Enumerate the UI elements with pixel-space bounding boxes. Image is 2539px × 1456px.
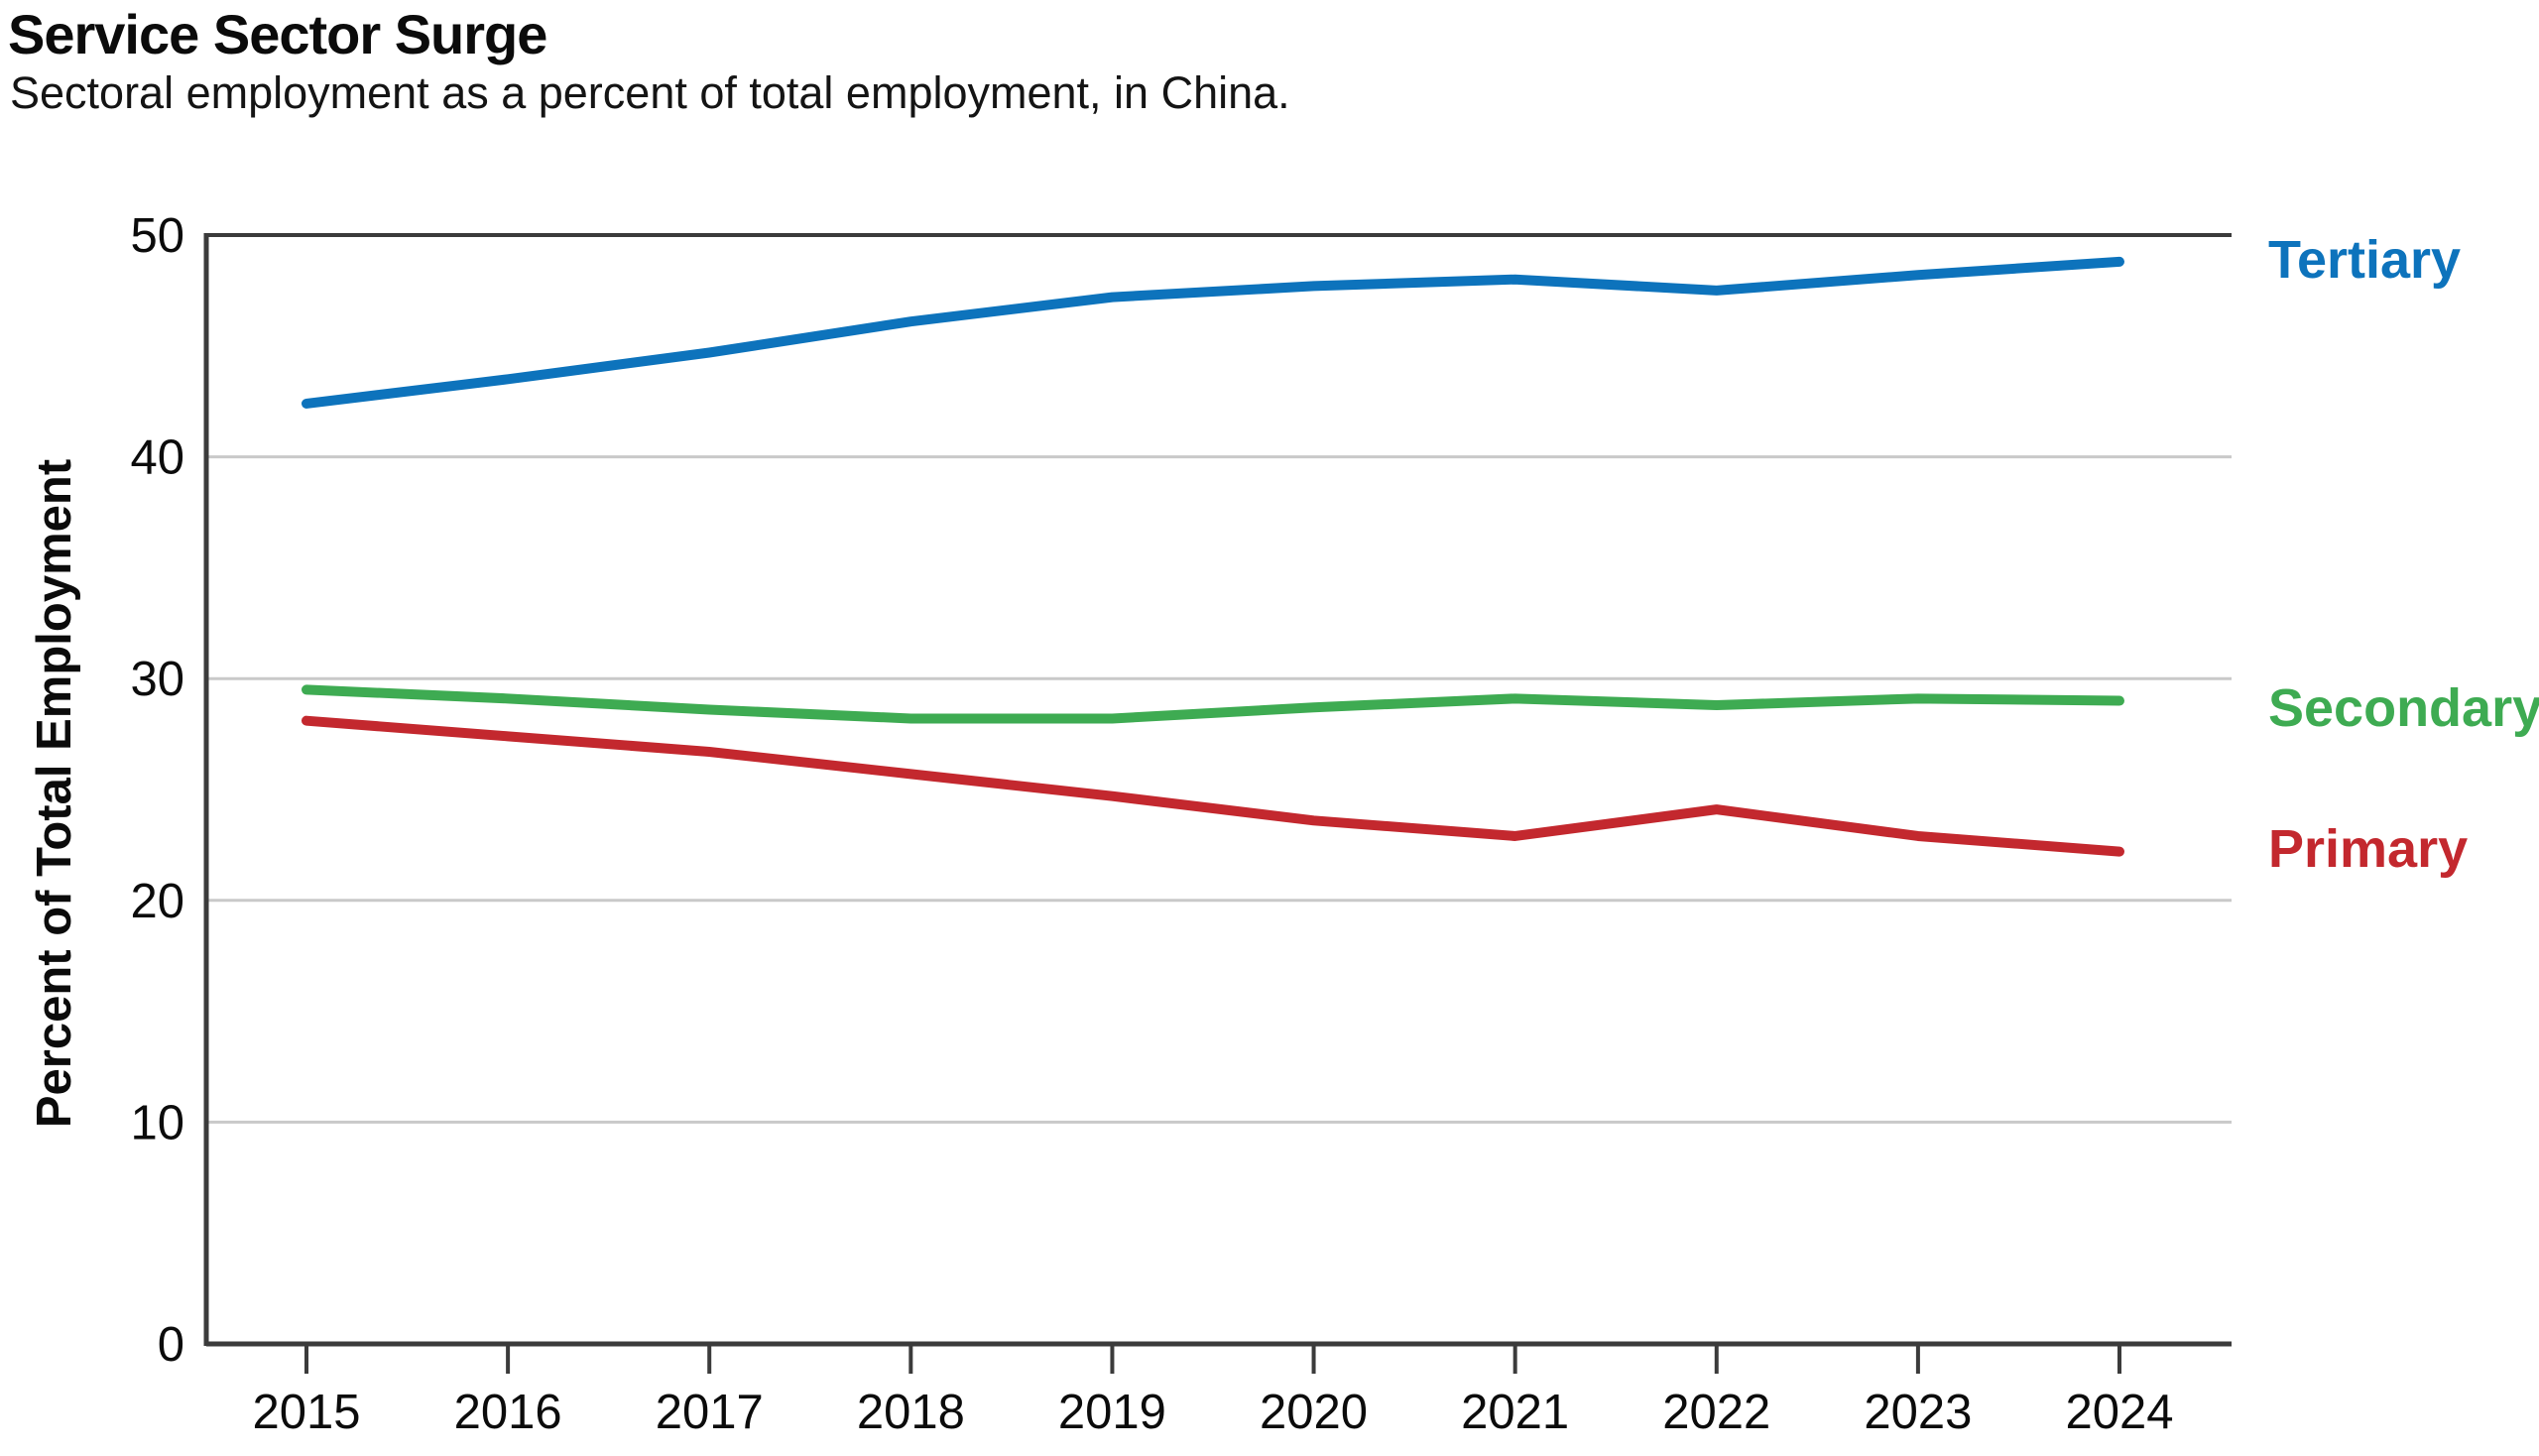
y-tick-label: 30	[130, 653, 184, 706]
x-tick-label: 2017	[656, 1386, 764, 1439]
x-tick-label: 2018	[857, 1386, 965, 1439]
series-line-secondary	[302, 684, 2124, 724]
x-tick-label: 2016	[454, 1386, 562, 1439]
y-tick-label: 20	[130, 875, 184, 928]
chart-subtitle: Sectoral employment as a percent of tota…	[10, 67, 1290, 118]
x-tick-label: 2015	[252, 1386, 360, 1439]
y-tick-label: 0	[158, 1318, 184, 1372]
series-label-tertiary: Tertiary	[2268, 230, 2462, 290]
chart-title: Service Sector Surge	[8, 3, 547, 65]
x-tick-label: 2024	[2065, 1386, 2173, 1439]
x-tick-label: 2020	[1260, 1386, 1368, 1439]
series-line-primary	[302, 715, 2124, 857]
series-label-primary: Primary	[2268, 819, 2469, 879]
x-tick-label: 2022	[1662, 1386, 1770, 1439]
series-label-secondary: Secondary	[2268, 678, 2539, 738]
series-line-tertiary	[302, 256, 2124, 409]
x-tick-label: 2021	[1461, 1386, 1569, 1439]
x-tick-label: 2023	[1864, 1386, 1972, 1439]
x-tick-label: 2019	[1058, 1386, 1166, 1439]
y-tick-label: 10	[130, 1096, 184, 1150]
y-tick-label: 40	[130, 431, 184, 485]
y-tick-label: 50	[130, 209, 184, 263]
